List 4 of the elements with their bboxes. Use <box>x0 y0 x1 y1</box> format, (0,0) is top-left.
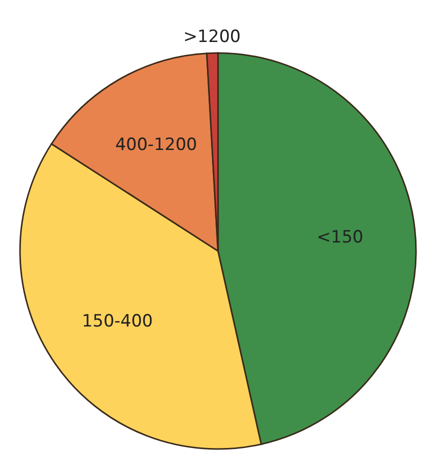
slice-label: 400-1200 <box>115 134 198 155</box>
slice-label: >1200 <box>183 27 241 48</box>
slice-label: <150 <box>316 228 364 248</box>
slice-label: 150-400 <box>82 311 153 332</box>
